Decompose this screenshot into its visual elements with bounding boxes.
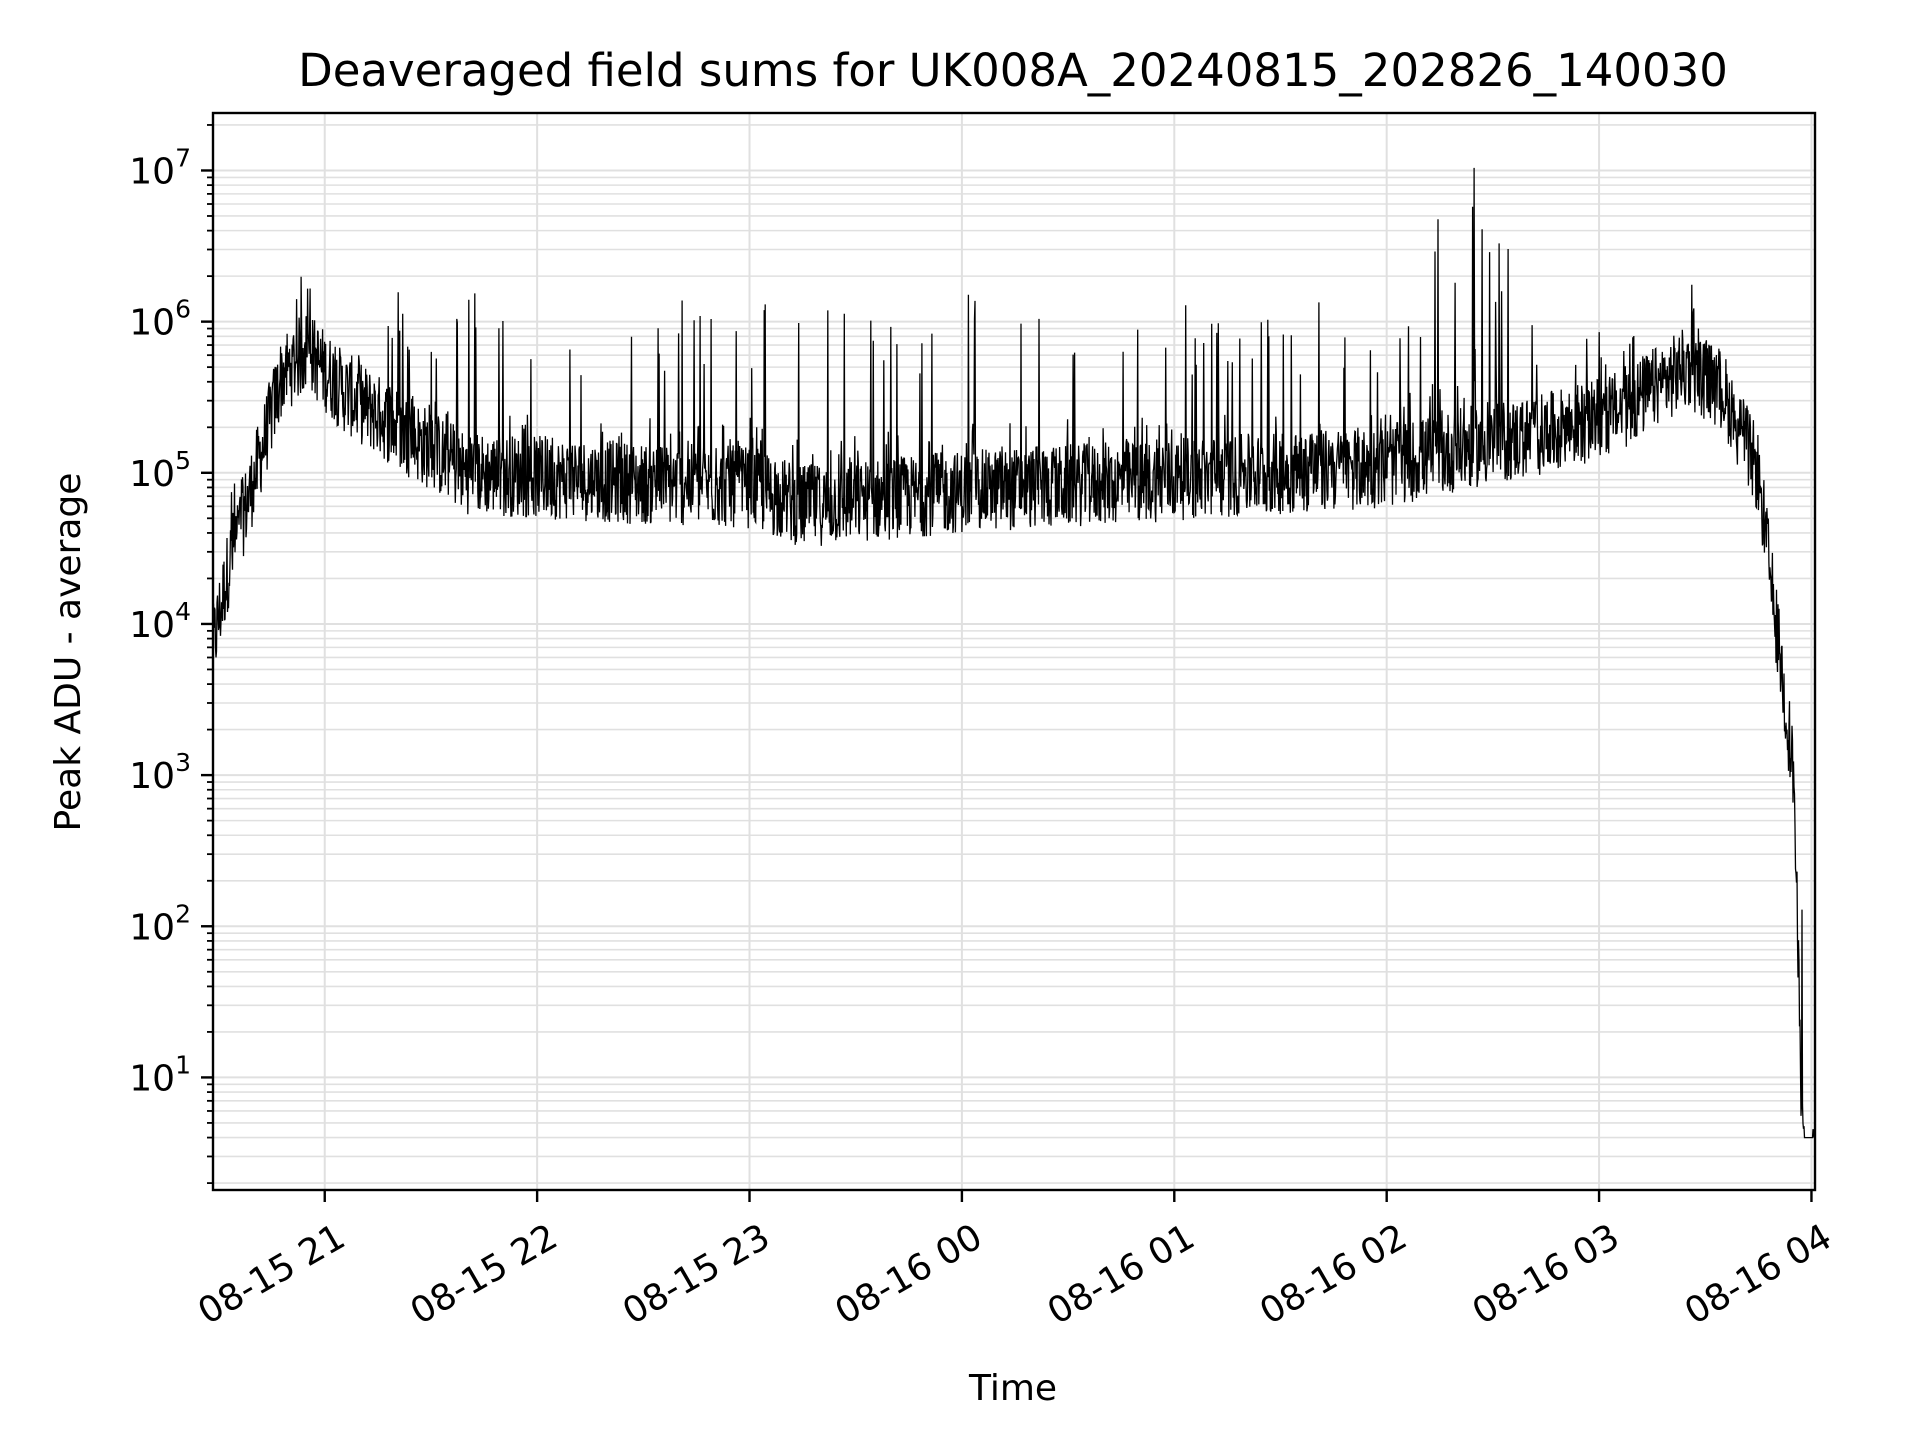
y-tick-label: 102 bbox=[129, 899, 191, 948]
chart-title: Deaveraged field sums for UK008A_2024081… bbox=[298, 44, 1728, 97]
data-series bbox=[212, 167, 1816, 1139]
y-tick-label: 106 bbox=[129, 295, 191, 344]
y-axis-label: Peak ADU - average bbox=[48, 473, 89, 832]
x-axis-label: Time bbox=[968, 1368, 1057, 1409]
y-axis-ticks: 101 102 103 104 105 106 107 bbox=[129, 124, 213, 1184]
grid-lines bbox=[213, 113, 1815, 1190]
plot-frame bbox=[211, 111, 1817, 1192]
y-tick-label: 107 bbox=[129, 143, 191, 192]
y-tick-label: 101 bbox=[129, 1050, 191, 1099]
y-tick-label: 103 bbox=[129, 748, 191, 797]
y-tick-label: 105 bbox=[129, 446, 191, 495]
y-tick-label: 104 bbox=[129, 597, 191, 646]
series-line bbox=[212, 167, 1816, 1139]
